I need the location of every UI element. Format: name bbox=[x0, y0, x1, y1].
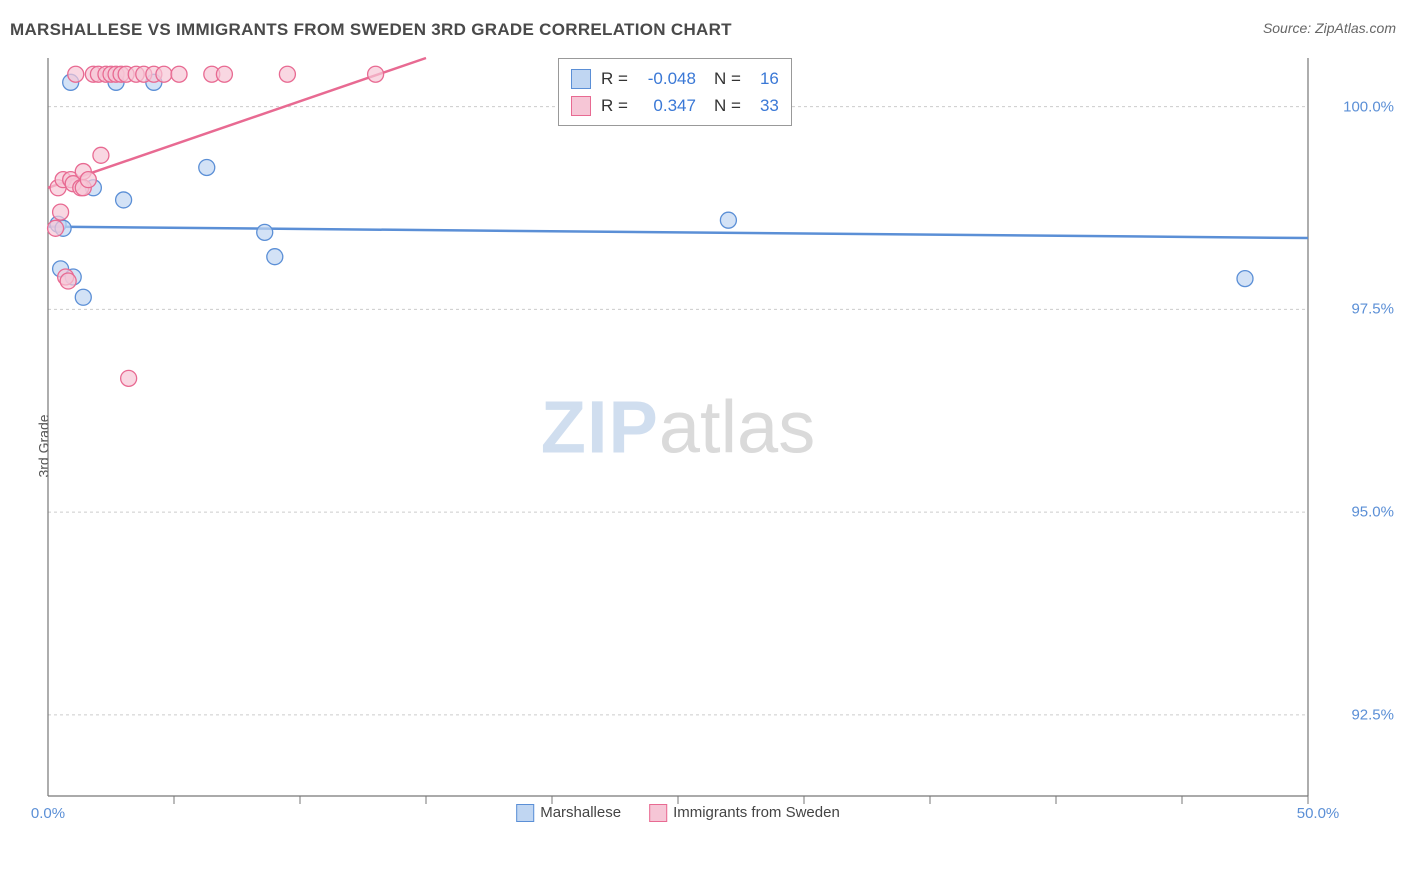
corr-n-value-2: 33 bbox=[751, 92, 779, 119]
legend-label-marshallese: Marshallese bbox=[540, 804, 621, 821]
corr-r-label-2: R = bbox=[601, 92, 628, 119]
scatter-chart bbox=[48, 58, 1308, 796]
plot-area: ZIPatlas 100.0%97.5%95.0%92.5% 0.0% 50.0… bbox=[48, 58, 1308, 796]
correlation-box: R = -0.048 N = 16 R = 0.347 N = 33 bbox=[558, 58, 792, 126]
swatch-marshallese bbox=[516, 804, 534, 822]
y-tick-label: 92.5% bbox=[1351, 706, 1394, 723]
swatch-sweden bbox=[649, 804, 667, 822]
corr-r-value-1: -0.048 bbox=[638, 65, 696, 92]
source-attribution: Source: ZipAtlas.com bbox=[1263, 20, 1396, 36]
source-prefix: Source: bbox=[1263, 20, 1315, 36]
corr-n-value-1: 16 bbox=[751, 65, 779, 92]
y-tick-label: 95.0% bbox=[1351, 504, 1394, 521]
corr-row-sweden: R = 0.347 N = 33 bbox=[571, 92, 779, 119]
corr-n-label-2: N = bbox=[714, 92, 741, 119]
y-tick-label: 97.5% bbox=[1351, 301, 1394, 318]
legend: Marshallese Immigrants from Sweden bbox=[516, 804, 840, 822]
source-name: ZipAtlas.com bbox=[1315, 20, 1396, 36]
corr-swatch-marshallese bbox=[571, 69, 591, 89]
legend-item-marshallese: Marshallese bbox=[516, 804, 621, 822]
legend-item-sweden: Immigrants from Sweden bbox=[649, 804, 840, 822]
x-tick-min: 0.0% bbox=[31, 805, 65, 822]
legend-label-sweden: Immigrants from Sweden bbox=[673, 804, 840, 821]
corr-n-label: N = bbox=[714, 65, 741, 92]
header: MARSHALLESE VS IMMIGRANTS FROM SWEDEN 3R… bbox=[10, 20, 1396, 44]
x-tick-max: 50.0% bbox=[1297, 805, 1340, 822]
corr-r-label: R = bbox=[601, 65, 628, 92]
corr-r-value-2: 0.347 bbox=[638, 92, 696, 119]
chart-title: MARSHALLESE VS IMMIGRANTS FROM SWEDEN 3R… bbox=[10, 20, 732, 39]
corr-swatch-sweden bbox=[571, 96, 591, 116]
y-tick-label: 100.0% bbox=[1343, 98, 1394, 115]
corr-row-marshallese: R = -0.048 N = 16 bbox=[571, 65, 779, 92]
